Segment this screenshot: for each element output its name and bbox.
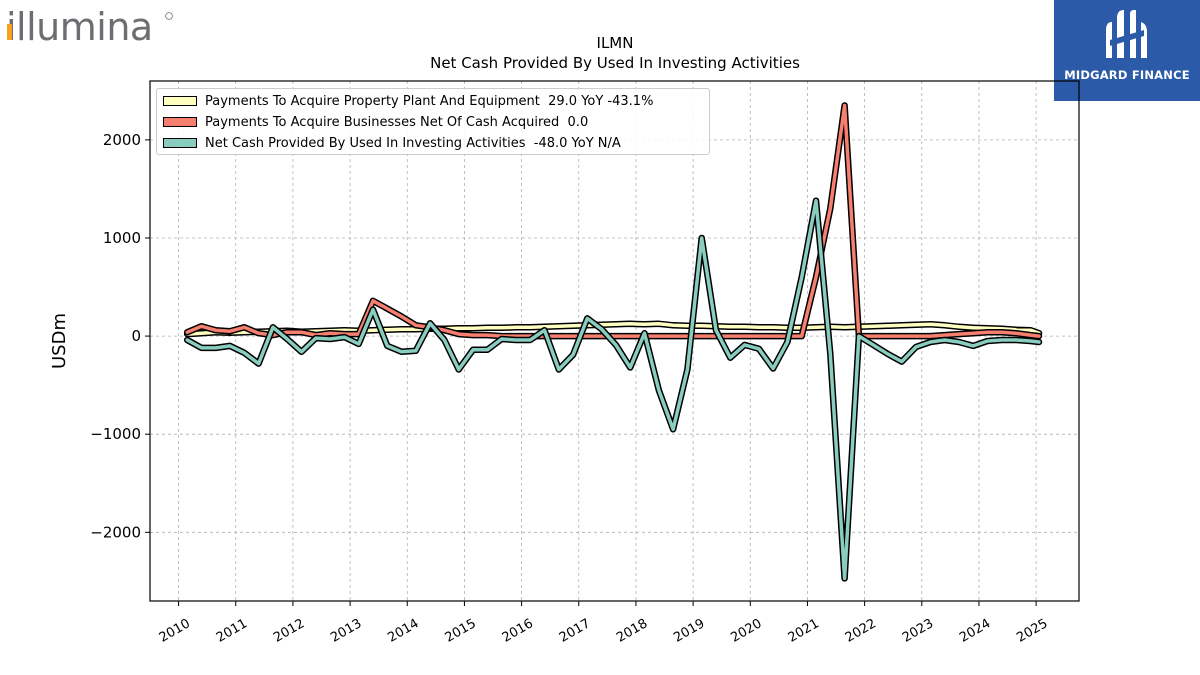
legend-swatch-net <box>163 138 197 148</box>
x-tick-label: 2015 <box>443 616 479 646</box>
chart-legend: Payments To Acquire Property Plant And E… <box>156 88 710 155</box>
x-tick-label: 2012 <box>271 616 307 646</box>
legend-label-net: Net Cash Provided By Used In Investing A… <box>205 135 621 151</box>
legend-label-acq: Payments To Acquire Businesses Net Of Ca… <box>205 114 589 130</box>
y-tick-label: 0 <box>131 327 141 345</box>
x-tick-label: 2023 <box>900 616 936 646</box>
illumina-logo: illumina <box>4 2 184 52</box>
x-tick-label: 2024 <box>957 616 993 646</box>
x-tick-label: 2022 <box>843 616 879 646</box>
illumina-i-accent <box>7 24 12 40</box>
x-tick-label: 2017 <box>557 616 593 646</box>
y-tick-label: 2000 <box>103 131 141 149</box>
midgard-finance-logo: MIDGARD FINANCE <box>1054 0 1200 101</box>
x-tick-label: 2011 <box>214 616 250 646</box>
x-tick-label: 2020 <box>728 616 764 646</box>
midgard-emblem-icon <box>1106 10 1147 58</box>
registered-mark-icon <box>165 12 173 20</box>
x-tick-label: 2019 <box>671 616 707 646</box>
legend-item-net: Net Cash Provided By Used In Investing A… <box>163 134 621 152</box>
plot-frame <box>149 80 1080 602</box>
x-tick-label: 2021 <box>786 616 822 646</box>
series-acq-line <box>185 103 1041 338</box>
legend-item-acq: Payments To Acquire Businesses Net Of Ca… <box>163 113 588 131</box>
x-tick-label: 2016 <box>500 616 536 646</box>
series-net-outline <box>183 197 1043 582</box>
y-axis-label: USDm <box>49 313 70 369</box>
x-tick-label: 2010 <box>157 616 193 646</box>
chart-axes: 2000 1000 0 −1000 −2000 2010 2011 2012 2013 2014 2… <box>90 131 1050 646</box>
legend-label-ppe: Payments To Acquire Property Plant And E… <box>205 93 654 109</box>
illumina-wordmark: illumina <box>6 5 153 49</box>
y-tick-label: −2000 <box>90 523 141 541</box>
midgard-finance-wordmark: MIDGARD FINANCE <box>1064 68 1190 82</box>
x-tick-label: 2025 <box>1014 616 1050 646</box>
series-net-line <box>185 198 1041 581</box>
legend-swatch-ppe <box>163 96 197 106</box>
legend-swatch-acq <box>163 117 197 127</box>
y-tick-label: 1000 <box>103 229 141 247</box>
chart-series <box>183 102 1043 582</box>
chart-subtitle: Net Cash Provided By Used In Investing A… <box>430 54 800 72</box>
x-tick-label: 2018 <box>614 616 650 646</box>
chart-title: ILMN <box>597 34 634 52</box>
x-tick-label: 2013 <box>328 616 364 646</box>
x-tick-label: 2014 <box>385 616 421 646</box>
legend-item-ppe: Payments To Acquire Property Plant And E… <box>163 92 653 110</box>
y-tick-label: −1000 <box>90 425 141 443</box>
